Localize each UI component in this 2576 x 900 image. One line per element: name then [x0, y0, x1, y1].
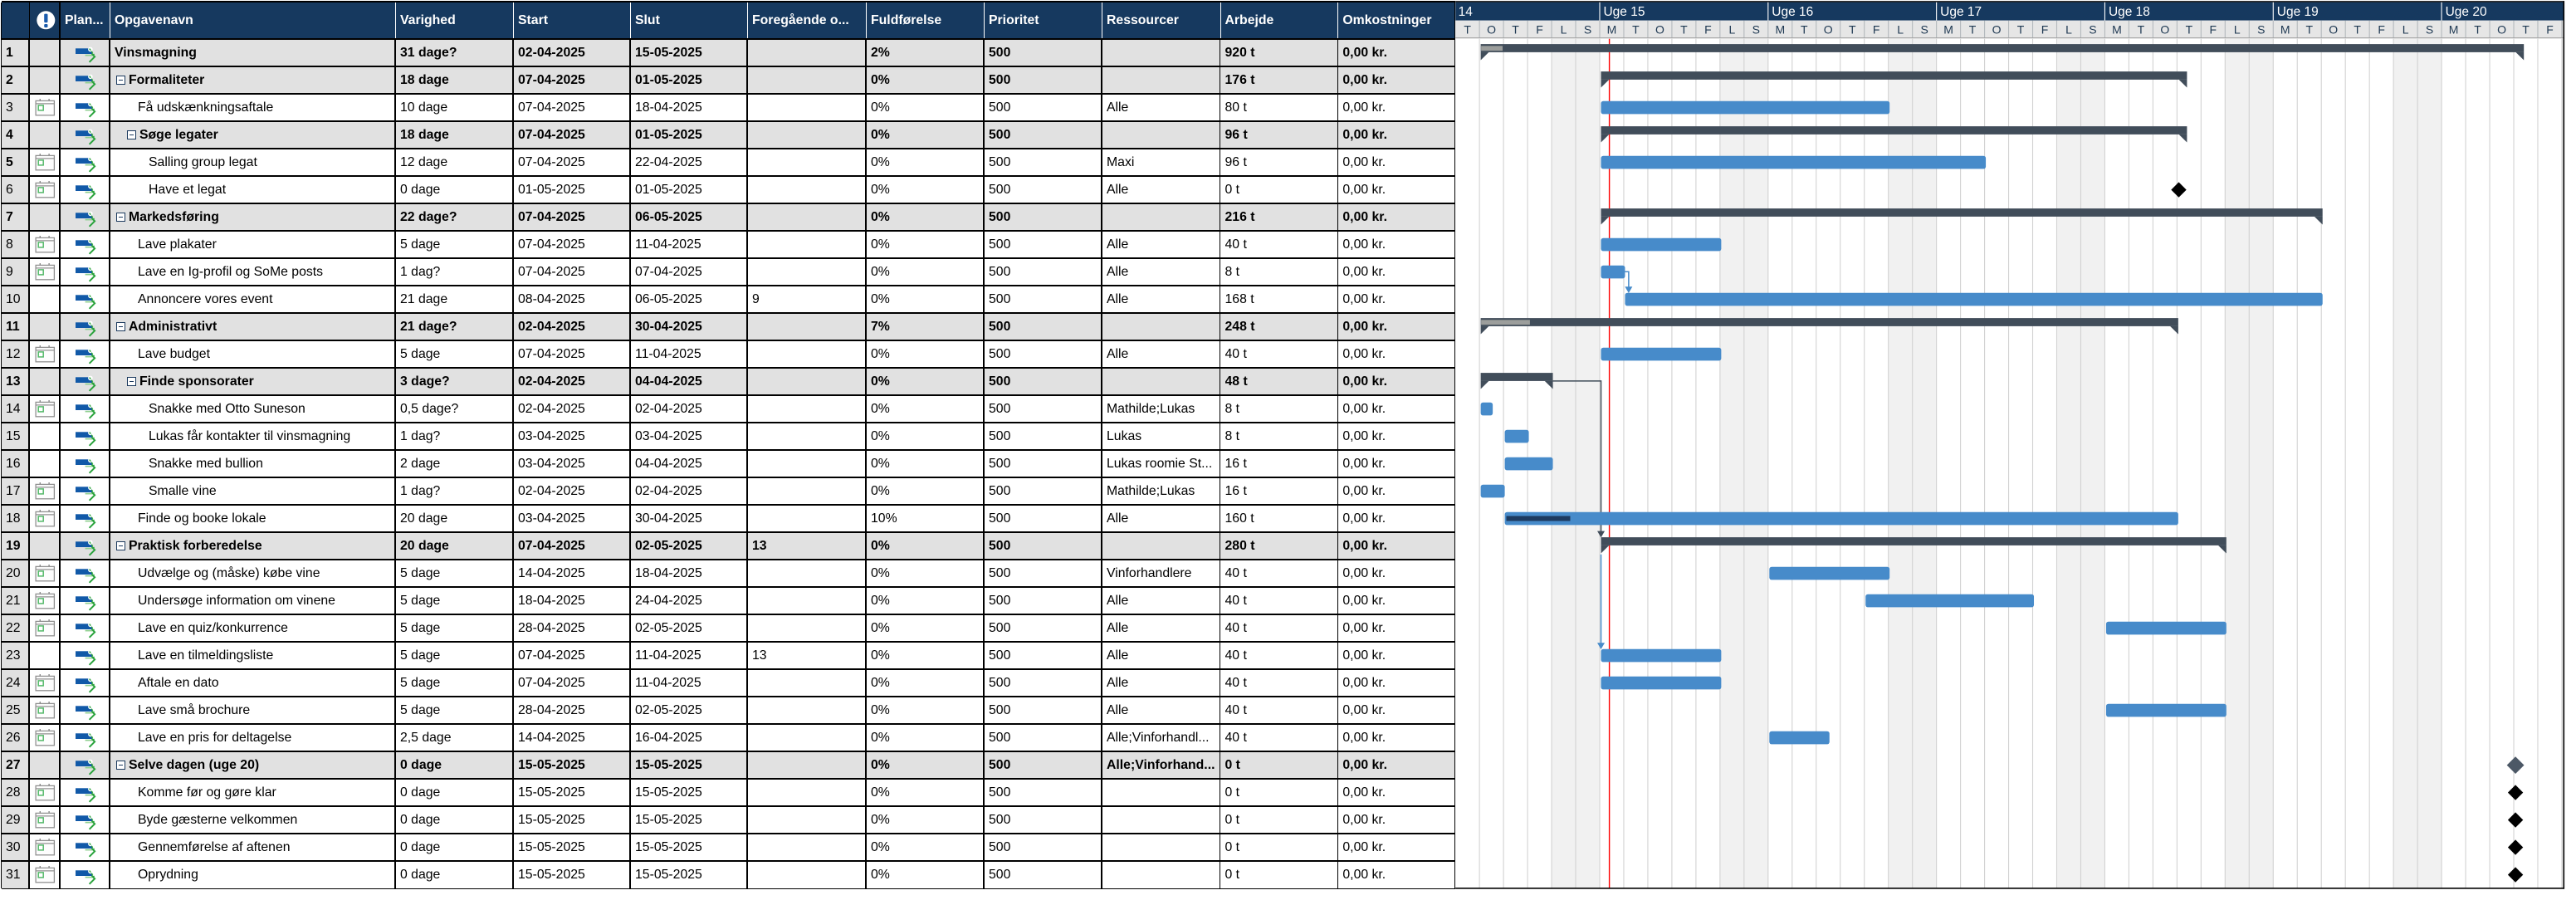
svg-text:T: T	[1801, 22, 1808, 36]
svg-text:L: L	[2065, 22, 2072, 36]
svg-text:T: T	[2017, 22, 2025, 36]
svg-text:M: M	[1943, 22, 1953, 36]
svg-text:T: T	[2305, 22, 2313, 36]
svg-text:O: O	[1992, 22, 2002, 36]
svg-text:T: T	[1464, 22, 1471, 36]
svg-text:L: L	[1561, 22, 1567, 36]
svg-text:T: T	[2138, 22, 2145, 36]
svg-text:L: L	[2402, 22, 2409, 36]
svg-text:M: M	[1775, 22, 1785, 36]
svg-text:F: F	[2546, 22, 2554, 36]
svg-text:S: S	[2426, 22, 2433, 36]
svg-text:O: O	[2329, 22, 2338, 36]
svg-text:O: O	[1487, 22, 1496, 36]
svg-text:Uge 20: Uge 20	[2446, 5, 2487, 19]
svg-text:M: M	[1607, 22, 1617, 36]
svg-text:S: S	[1920, 22, 1928, 36]
svg-text:O: O	[1824, 22, 1833, 36]
svg-text:M: M	[2280, 22, 2290, 36]
svg-text:T: T	[1969, 22, 1977, 36]
svg-text:T: T	[1512, 22, 1519, 36]
svg-text:Uge 19: Uge 19	[2277, 5, 2319, 19]
svg-text:L: L	[1728, 22, 1735, 36]
svg-text:O: O	[2160, 22, 2169, 36]
svg-text:14: 14	[1459, 5, 1474, 19]
svg-text:T: T	[1849, 22, 1856, 36]
svg-text:Uge 16: Uge 16	[1772, 5, 1813, 19]
svg-text:F: F	[1873, 22, 1880, 36]
svg-text:F: F	[2041, 22, 2049, 36]
svg-text:F: F	[2210, 22, 2217, 36]
svg-text:T: T	[2522, 22, 2530, 36]
svg-text:T: T	[1680, 22, 1688, 36]
svg-text:F: F	[1536, 22, 1543, 36]
svg-text:M: M	[2112, 22, 2122, 36]
svg-text:F: F	[2378, 22, 2385, 36]
svg-text:S: S	[2089, 22, 2096, 36]
svg-text:M: M	[2449, 22, 2459, 36]
svg-text:O: O	[2497, 22, 2506, 36]
svg-text:S: S	[1752, 22, 1760, 36]
svg-text:Uge 17: Uge 17	[1940, 5, 1982, 19]
svg-text:T: T	[2474, 22, 2481, 36]
svg-text:T: T	[1632, 22, 1640, 36]
svg-text:T: T	[2354, 22, 2361, 36]
svg-text:Uge 15: Uge 15	[1603, 5, 1645, 19]
svg-text:S: S	[1584, 22, 1591, 36]
svg-text:L: L	[2234, 22, 2241, 36]
svg-text:Uge 18: Uge 18	[2109, 5, 2150, 19]
svg-text:T: T	[2186, 22, 2193, 36]
svg-text:F: F	[1704, 22, 1712, 36]
svg-text:O: O	[1655, 22, 1664, 36]
svg-text:L: L	[1897, 22, 1904, 36]
svg-text:S: S	[2257, 22, 2265, 36]
